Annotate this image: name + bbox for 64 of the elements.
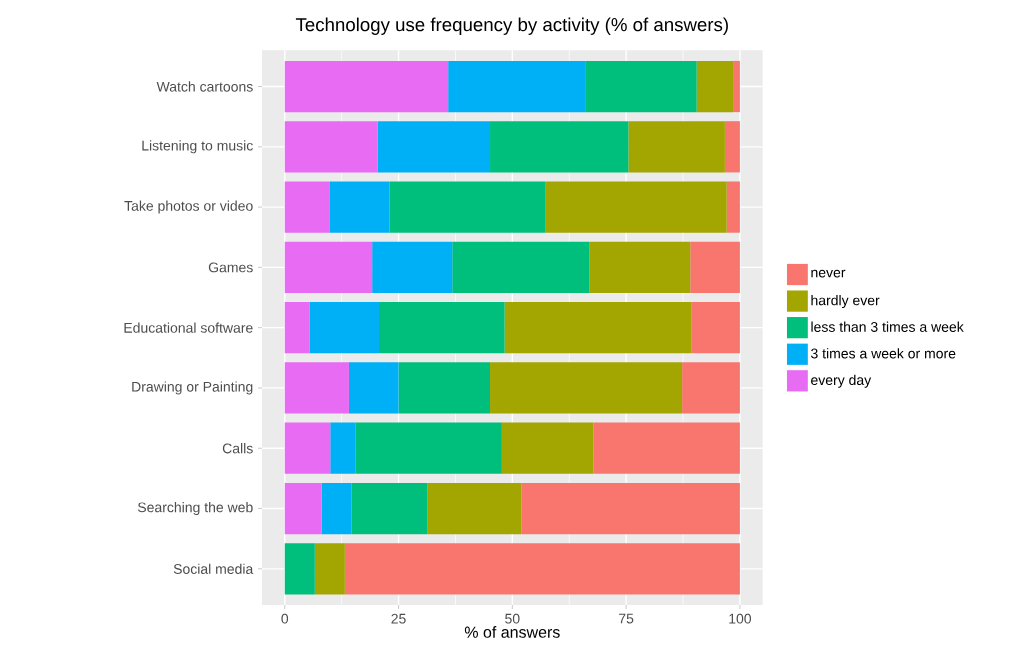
bar	[378, 302, 505, 354]
bar	[344, 543, 740, 595]
bar	[389, 181, 546, 233]
bar	[490, 121, 629, 173]
x-axis-title: % of answers	[464, 626, 560, 638]
y-tick-label: Searching the web	[137, 502, 253, 516]
bar	[372, 241, 453, 293]
legend-label: every day	[811, 374, 872, 388]
bar	[724, 121, 740, 173]
bar	[696, 60, 734, 113]
y-tick-label: Educational software	[124, 322, 253, 333]
x-tick-label: 25	[391, 613, 406, 624]
legend-label: less than 3 times a week	[811, 321, 964, 332]
y-tick-label: Drawing or Painting	[132, 381, 253, 395]
y-tick-label: Games	[208, 262, 253, 273]
bar	[521, 482, 740, 535]
bar	[351, 482, 428, 535]
bar	[355, 422, 502, 474]
bar	[452, 241, 590, 293]
legend-label: 3 times a week or more	[811, 348, 956, 359]
x-tick-label: 50	[505, 613, 520, 624]
y-tick-label: Take photos or video	[124, 200, 253, 214]
x-tick-label: 0	[281, 613, 289, 624]
bar	[593, 422, 740, 474]
bar	[585, 60, 697, 113]
bar	[501, 422, 594, 474]
y-tick-label: Calls	[222, 443, 253, 454]
bar	[284, 60, 449, 113]
bar	[348, 362, 399, 414]
bar	[284, 482, 322, 535]
bar	[314, 543, 345, 595]
y-tick-label: Watch cartoons	[156, 81, 253, 92]
bar	[330, 422, 356, 474]
bar	[284, 121, 378, 173]
bar	[284, 181, 330, 233]
bar	[545, 181, 727, 233]
x-tick-label: 100	[729, 613, 752, 624]
bar	[490, 362, 683, 414]
bar	[284, 241, 373, 293]
bar	[398, 362, 491, 414]
bar	[628, 121, 725, 173]
bar	[691, 302, 740, 354]
bar	[329, 181, 390, 233]
bar	[726, 181, 740, 233]
y-tick-label: Listening to music	[142, 140, 253, 154]
bar	[284, 543, 315, 595]
bar	[309, 302, 379, 354]
bar	[427, 482, 522, 535]
bar	[284, 302, 310, 354]
bar	[448, 60, 586, 113]
chart-title: Technology use frequency by activity (% of answers)	[295, 17, 728, 35]
bar	[690, 241, 740, 293]
legend-label: hardly ever	[811, 295, 880, 309]
bar	[682, 362, 740, 414]
bar	[284, 362, 349, 414]
y-tick-label: Social media	[173, 563, 254, 574]
legend-label: never	[811, 269, 846, 278]
bar	[504, 302, 692, 354]
bar	[589, 241, 691, 293]
bar	[284, 422, 331, 474]
bar	[377, 121, 491, 173]
bar	[321, 482, 352, 535]
bar	[733, 60, 740, 113]
x-tick-label: 75	[619, 613, 634, 624]
